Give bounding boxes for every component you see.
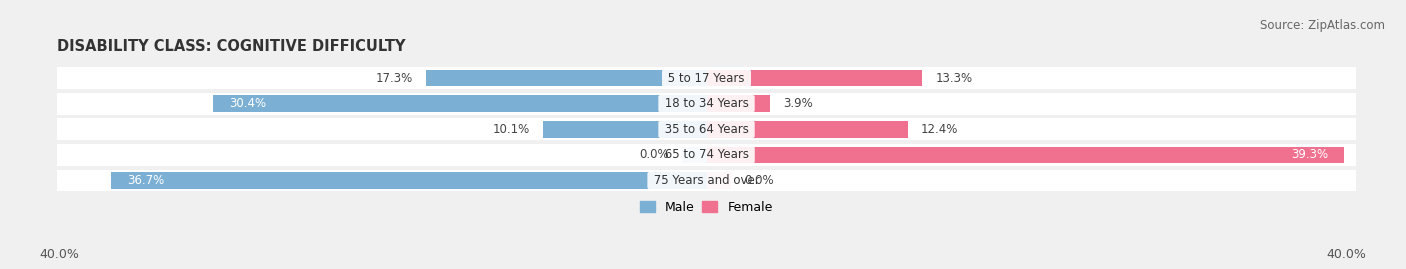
- Bar: [706, 70, 922, 86]
- Text: 0.0%: 0.0%: [744, 174, 773, 187]
- Text: 17.3%: 17.3%: [375, 72, 413, 85]
- Text: 12.4%: 12.4%: [921, 123, 957, 136]
- Bar: [706, 147, 1344, 163]
- Bar: [426, 70, 706, 86]
- Text: 36.7%: 36.7%: [127, 174, 165, 187]
- Text: 0.0%: 0.0%: [640, 148, 669, 161]
- Text: 40.0%: 40.0%: [1327, 248, 1367, 261]
- Text: 13.3%: 13.3%: [935, 72, 973, 85]
- Bar: [111, 172, 706, 189]
- Text: 18 to 34 Years: 18 to 34 Years: [661, 97, 752, 110]
- Bar: [58, 118, 1355, 140]
- Text: 40.0%: 40.0%: [39, 248, 79, 261]
- Bar: [543, 121, 706, 138]
- Text: 3.9%: 3.9%: [783, 97, 813, 110]
- Bar: [682, 147, 706, 163]
- Text: 39.3%: 39.3%: [1291, 148, 1329, 161]
- Text: 10.1%: 10.1%: [492, 123, 530, 136]
- Legend: Male, Female: Male, Female: [636, 196, 778, 219]
- Bar: [706, 95, 770, 112]
- Text: DISABILITY CLASS: COGNITIVE DIFFICULTY: DISABILITY CLASS: COGNITIVE DIFFICULTY: [58, 39, 406, 54]
- Bar: [706, 121, 908, 138]
- Bar: [706, 172, 731, 189]
- Text: Source: ZipAtlas.com: Source: ZipAtlas.com: [1260, 19, 1385, 32]
- Bar: [58, 67, 1355, 89]
- Text: 30.4%: 30.4%: [229, 97, 266, 110]
- Text: 35 to 64 Years: 35 to 64 Years: [661, 123, 752, 136]
- Bar: [58, 93, 1355, 115]
- Text: 75 Years and over: 75 Years and over: [650, 174, 763, 187]
- Bar: [58, 144, 1355, 166]
- Text: 5 to 17 Years: 5 to 17 Years: [665, 72, 748, 85]
- Bar: [214, 95, 706, 112]
- Text: 65 to 74 Years: 65 to 74 Years: [661, 148, 752, 161]
- Bar: [58, 170, 1355, 191]
